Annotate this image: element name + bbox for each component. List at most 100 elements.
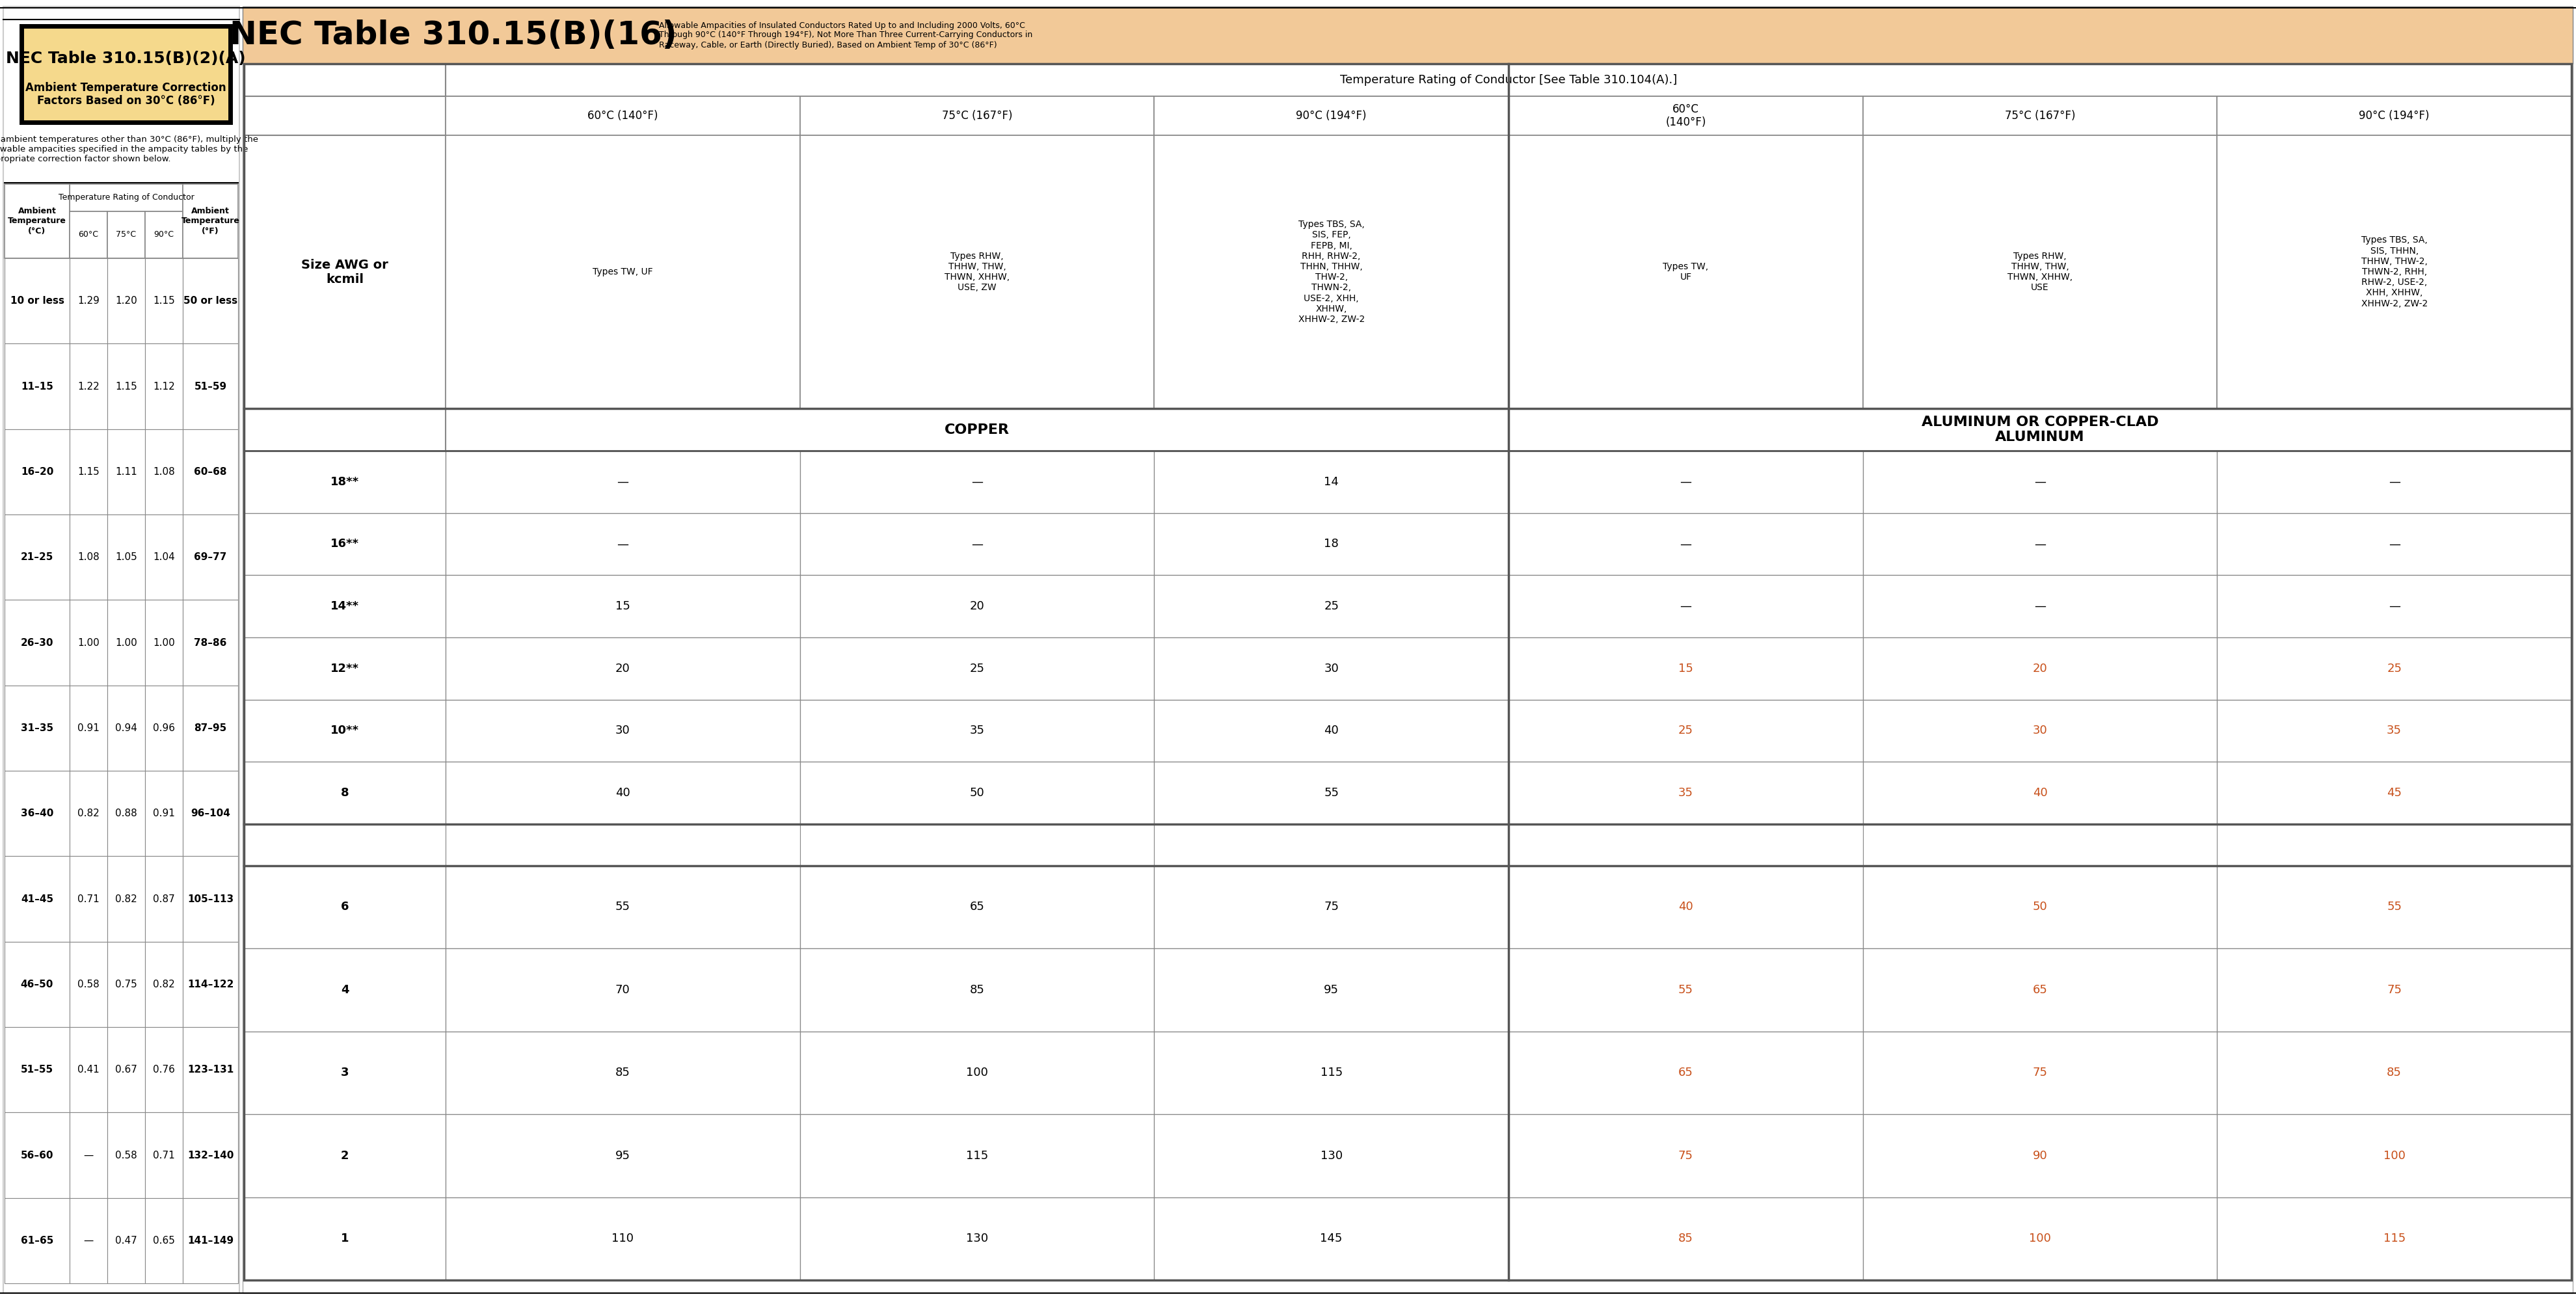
Bar — [5, 184, 70, 258]
Bar — [70, 856, 108, 942]
Text: 90°C (194°F): 90°C (194°F) — [2360, 110, 2429, 122]
Bar — [801, 1197, 1154, 1280]
Text: 65: 65 — [969, 901, 984, 913]
Text: —: — — [971, 538, 984, 550]
Bar — [446, 64, 2571, 96]
Bar — [1510, 96, 1862, 135]
Text: —: — — [2035, 538, 2045, 550]
Text: 85: 85 — [969, 984, 984, 996]
Bar — [183, 1027, 237, 1113]
Bar — [1154, 96, 1510, 135]
Text: —: — — [82, 1236, 93, 1245]
Bar — [1862, 512, 2218, 575]
Bar — [2218, 512, 2571, 575]
Bar — [183, 258, 237, 344]
Text: 31–35: 31–35 — [21, 724, 54, 733]
Bar — [801, 1114, 1154, 1197]
Bar — [1154, 637, 1510, 699]
Text: 14**: 14** — [330, 601, 358, 612]
Text: 41–45: 41–45 — [21, 894, 54, 904]
Bar — [144, 942, 183, 1027]
Bar — [1862, 575, 2218, 637]
Text: 69–77: 69–77 — [193, 553, 227, 562]
Text: 1.20: 1.20 — [116, 296, 137, 306]
Text: 16–20: 16–20 — [21, 467, 54, 477]
Bar — [2218, 451, 2571, 512]
Text: 1.00: 1.00 — [77, 638, 100, 647]
Bar — [1154, 1031, 1510, 1114]
Bar — [1510, 824, 1862, 865]
Bar — [5, 429, 70, 515]
Bar — [5, 856, 70, 942]
Bar — [446, 1114, 801, 1197]
Bar — [108, 211, 144, 258]
Bar — [1154, 135, 1510, 409]
Bar — [1510, 865, 1862, 948]
Bar — [801, 637, 1154, 699]
Text: 132–140: 132–140 — [188, 1150, 234, 1160]
Bar — [108, 601, 144, 685]
Text: 130: 130 — [966, 1232, 989, 1245]
Bar — [1154, 948, 1510, 1031]
Text: 0.58: 0.58 — [77, 979, 100, 990]
Text: 65: 65 — [1677, 1067, 1692, 1079]
Text: Types TBS, SA,
SIS, THHN,
THHW, THW-2,
THWN-2, RHH,
RHW-2, USE-2,
XHH, XHHW,
XHH: Types TBS, SA, SIS, THHN, THHW, THW-2, T… — [2362, 236, 2427, 309]
Text: 61–65: 61–65 — [21, 1236, 54, 1245]
Text: —: — — [971, 476, 984, 488]
Text: 0.87: 0.87 — [152, 894, 175, 904]
Bar — [183, 1113, 237, 1198]
Text: 123–131: 123–131 — [188, 1065, 234, 1075]
Text: 141–149: 141–149 — [188, 1236, 234, 1245]
Bar — [108, 770, 144, 856]
Text: 70: 70 — [616, 984, 631, 996]
Bar — [801, 512, 1154, 575]
Bar — [1510, 1031, 1862, 1114]
Text: 90°C (194°F): 90°C (194°F) — [1296, 110, 1368, 122]
Bar — [70, 770, 108, 856]
Bar — [2218, 135, 2571, 409]
Text: 105–113: 105–113 — [188, 894, 234, 904]
Text: 87–95: 87–95 — [193, 724, 227, 733]
Bar — [1862, 865, 2218, 948]
Text: 75: 75 — [1324, 901, 1340, 913]
Bar — [144, 1198, 183, 1283]
Text: 40: 40 — [1324, 725, 1340, 737]
Text: 56–60: 56–60 — [21, 1150, 54, 1160]
Text: 4: 4 — [340, 984, 348, 996]
Bar — [446, 512, 801, 575]
Bar — [1154, 1197, 1510, 1280]
Text: 51–55: 51–55 — [21, 1065, 54, 1075]
Text: 1.15: 1.15 — [77, 467, 100, 477]
Text: 75°C: 75°C — [116, 231, 137, 239]
Text: 1.15: 1.15 — [152, 296, 175, 306]
Bar — [108, 515, 144, 601]
Text: 35: 35 — [1677, 787, 1692, 799]
Text: 51–59: 51–59 — [193, 381, 227, 392]
Text: 12**: 12** — [330, 663, 358, 674]
Bar — [144, 601, 183, 685]
Text: 0.58: 0.58 — [116, 1150, 137, 1160]
Text: 60°C
(140°F): 60°C (140°F) — [1667, 104, 1705, 128]
Bar — [2218, 1197, 2571, 1280]
Bar — [1862, 761, 2218, 824]
Bar — [446, 575, 801, 637]
Bar — [2218, 575, 2571, 637]
Bar — [70, 429, 108, 515]
Bar — [1510, 1197, 1862, 1280]
Bar — [1154, 824, 1510, 865]
Bar — [144, 770, 183, 856]
Bar — [1510, 409, 2571, 451]
Bar — [801, 1031, 1154, 1114]
Bar — [108, 856, 144, 942]
Text: 20: 20 — [616, 663, 631, 674]
Bar — [446, 824, 801, 865]
Text: 0.76: 0.76 — [152, 1065, 175, 1075]
Text: 115: 115 — [966, 1150, 989, 1162]
Bar — [70, 184, 183, 211]
Text: 78–86: 78–86 — [193, 638, 227, 647]
Bar — [245, 135, 446, 409]
Bar — [108, 429, 144, 515]
Text: 60°C: 60°C — [77, 231, 98, 239]
Bar — [245, 1031, 446, 1114]
Bar — [183, 515, 237, 601]
